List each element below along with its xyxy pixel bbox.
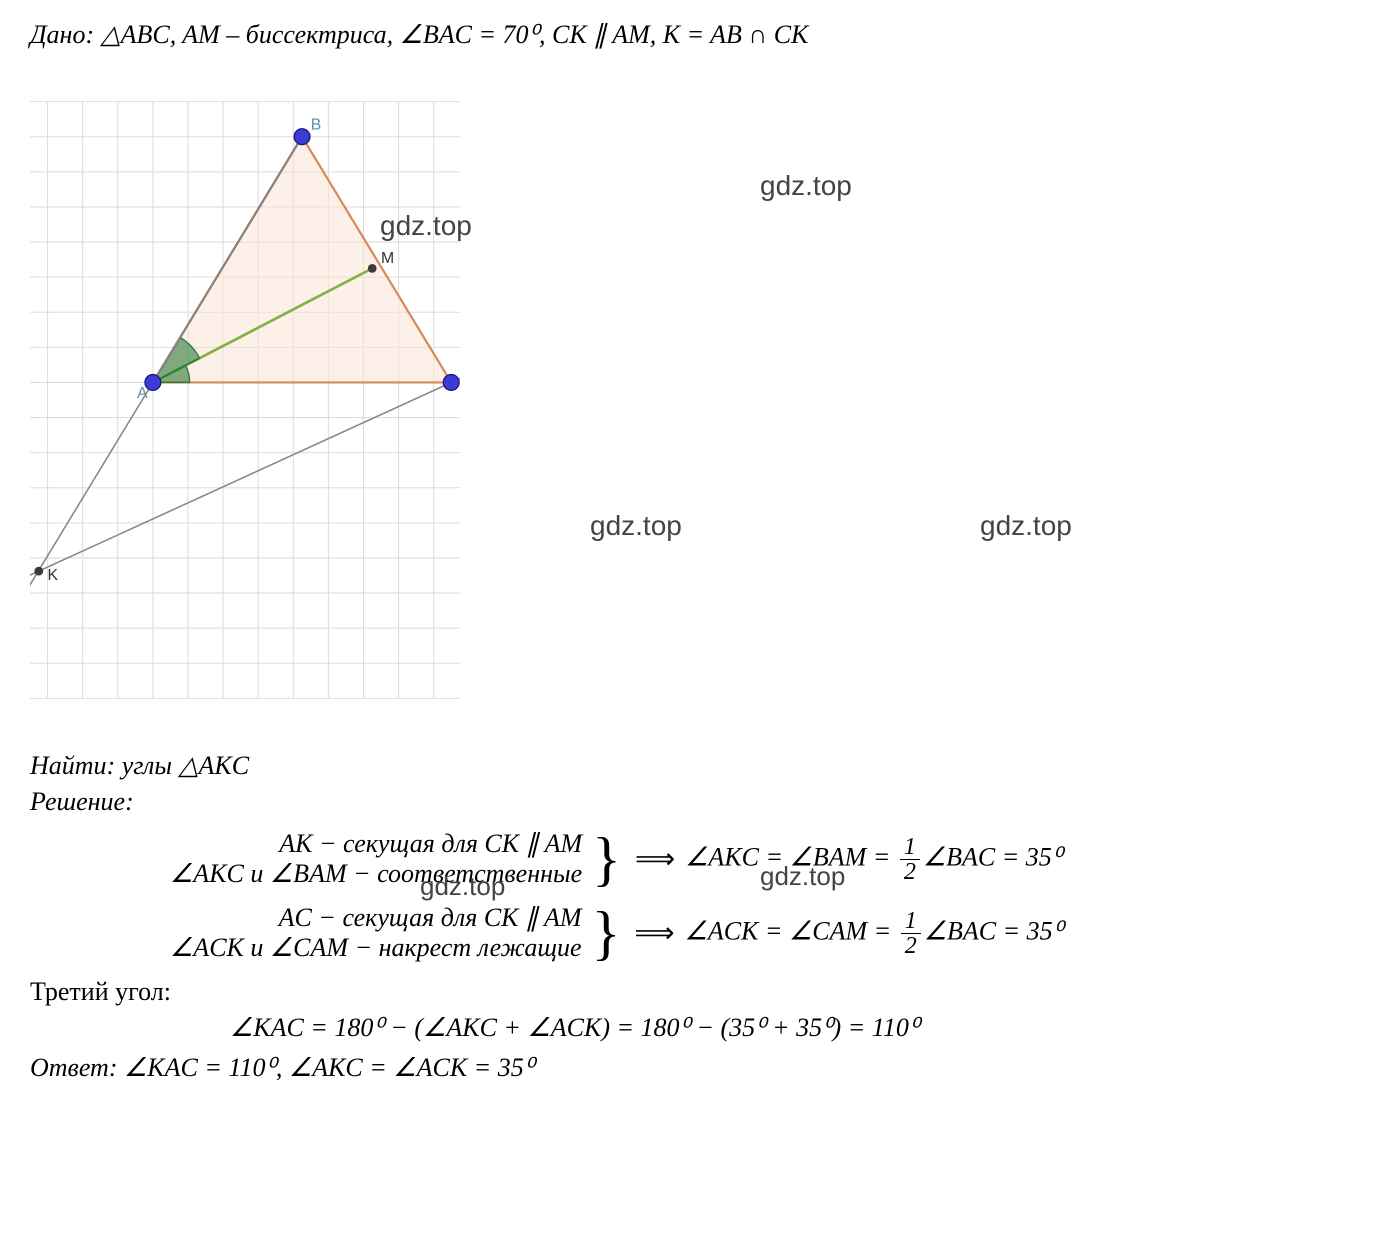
conclusion-2: ∠ACK = ∠CAM = 12∠BAC = 35⁰ bbox=[685, 909, 1064, 958]
svg-text:B: B bbox=[311, 117, 322, 134]
solution-step-1: AK − секущая для CK ∥ AM ∠AKC и ∠BAM − с… bbox=[30, 829, 1370, 889]
brace-icon: } bbox=[592, 903, 621, 963]
solution-label: Решение: bbox=[30, 787, 1370, 817]
find-text: : углы △AKC bbox=[107, 751, 250, 780]
implies-icon: ⟹ bbox=[634, 916, 674, 950]
svg-text:K: K bbox=[48, 567, 59, 584]
given-statement: Дано: △ABC, AM – биссектриса, ∠BAC = 70⁰… bbox=[30, 20, 1370, 50]
diagram-container: ABCMK bbox=[30, 60, 460, 745]
third-angle-equation: ∠KAC = 180⁰ − (∠AKC + ∠ACK) = 180⁰ − (35… bbox=[30, 1013, 1370, 1043]
watermark-4: gdz.top bbox=[980, 510, 1072, 542]
watermark-1: gdz.top bbox=[380, 210, 472, 242]
watermark-sol-1a: gdz.top bbox=[760, 861, 845, 892]
answer-line: Ответ: ∠KAC = 110⁰, ∠AKC = ∠ACK = 35⁰ bbox=[30, 1053, 1370, 1083]
diagram-row: ABCMK gdz.top gdz.top gdz.top gdz.top bbox=[30, 60, 1370, 745]
given-label: Дано bbox=[30, 20, 85, 49]
watermark-sol-1b: gdz.top bbox=[420, 871, 505, 902]
watermark-3: gdz.top bbox=[590, 510, 682, 542]
implies-icon: ⟹ bbox=[635, 842, 675, 876]
answer-text: : ∠KAC = 110⁰, ∠AKC = ∠ACK = 35⁰ bbox=[109, 1053, 534, 1082]
find-label: Найти bbox=[30, 751, 107, 780]
svg-text:A: A bbox=[137, 385, 148, 402]
premise-1: AK − секущая для CK ∥ AM ∠AKC и ∠BAM − с… bbox=[170, 829, 588, 889]
find-line: Найти: углы △AKC bbox=[30, 751, 1370, 781]
watermark-2: gdz.top bbox=[760, 170, 852, 202]
premise-2: AC − секущая для CK ∥ AM ∠ACK и ∠CAM − н… bbox=[170, 903, 588, 963]
watermark-column: gdz.top gdz.top gdz.top gdz.top bbox=[460, 60, 1370, 740]
geometry-diagram: ABCMK bbox=[30, 60, 460, 740]
third-angle-label: Третий угол: bbox=[30, 977, 1370, 1007]
fraction-1: 12 bbox=[900, 835, 920, 884]
fraction-2: 12 bbox=[901, 909, 921, 958]
solution-block: AK − секущая для CK ∥ AM ∠AKC и ∠BAM − с… bbox=[30, 829, 1370, 963]
given-text: : △ABC, AM – биссектриса, ∠BAC = 70⁰, CK… bbox=[85, 20, 808, 49]
svg-text:M: M bbox=[381, 250, 394, 267]
answer-label: Ответ bbox=[30, 1053, 109, 1082]
conclusion-1: ∠AKC = ∠BAM = 12∠BAC = 35⁰ bbox=[685, 835, 1062, 884]
solution-step-2: AC − секущая для CK ∥ AM ∠ACK и ∠CAM − н… bbox=[30, 903, 1370, 963]
brace-icon: } bbox=[592, 829, 621, 889]
